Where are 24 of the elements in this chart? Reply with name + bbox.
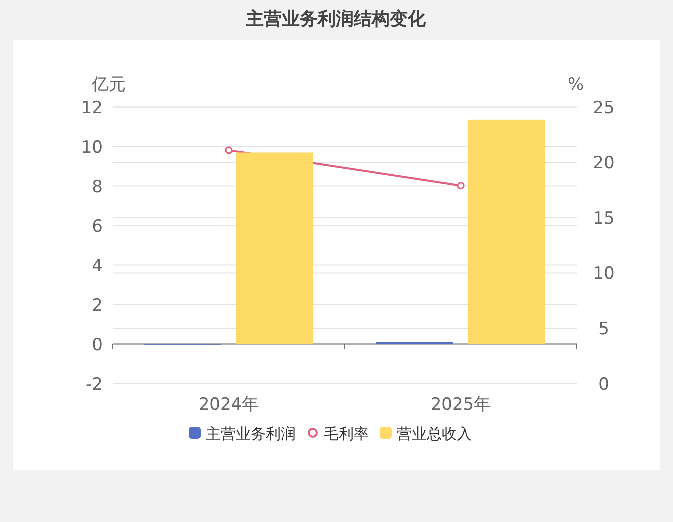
y2-tick-label: 5: [598, 320, 610, 340]
bar: [236, 152, 314, 344]
y-tick-label: 4: [92, 256, 103, 276]
y2-tick-label: 0: [598, 374, 610, 395]
chart-title: 主营业务利润结构变化: [245, 9, 427, 30]
x-tick-label: 2024年: [198, 395, 260, 415]
y2-tick-label: 10: [593, 264, 615, 284]
y-axis-title: 亿元: [91, 75, 126, 95]
y-tick-label: 0: [92, 335, 103, 356]
y2-tick-label: 15: [593, 208, 615, 229]
y2-tick-label: 20: [593, 154, 615, 174]
legend-label: 营业总收入: [397, 425, 472, 443]
y2-tick-label: 25: [593, 98, 615, 118]
y2-axis-title: %: [568, 75, 584, 95]
bar: [468, 120, 546, 344]
y-tick-label: 10: [81, 138, 103, 158]
y-tick-label: 2: [92, 296, 103, 316]
y-tick-label: 8: [92, 177, 103, 198]
legend-label: 主营业务利润: [206, 425, 296, 443]
y-tick-label: 12: [81, 98, 103, 118]
y-tick-label: -2: [86, 374, 103, 395]
y-tick-label: 6: [92, 216, 103, 237]
legend-label: 毛利率: [324, 425, 369, 443]
x-tick-label: 2025年: [430, 395, 492, 415]
